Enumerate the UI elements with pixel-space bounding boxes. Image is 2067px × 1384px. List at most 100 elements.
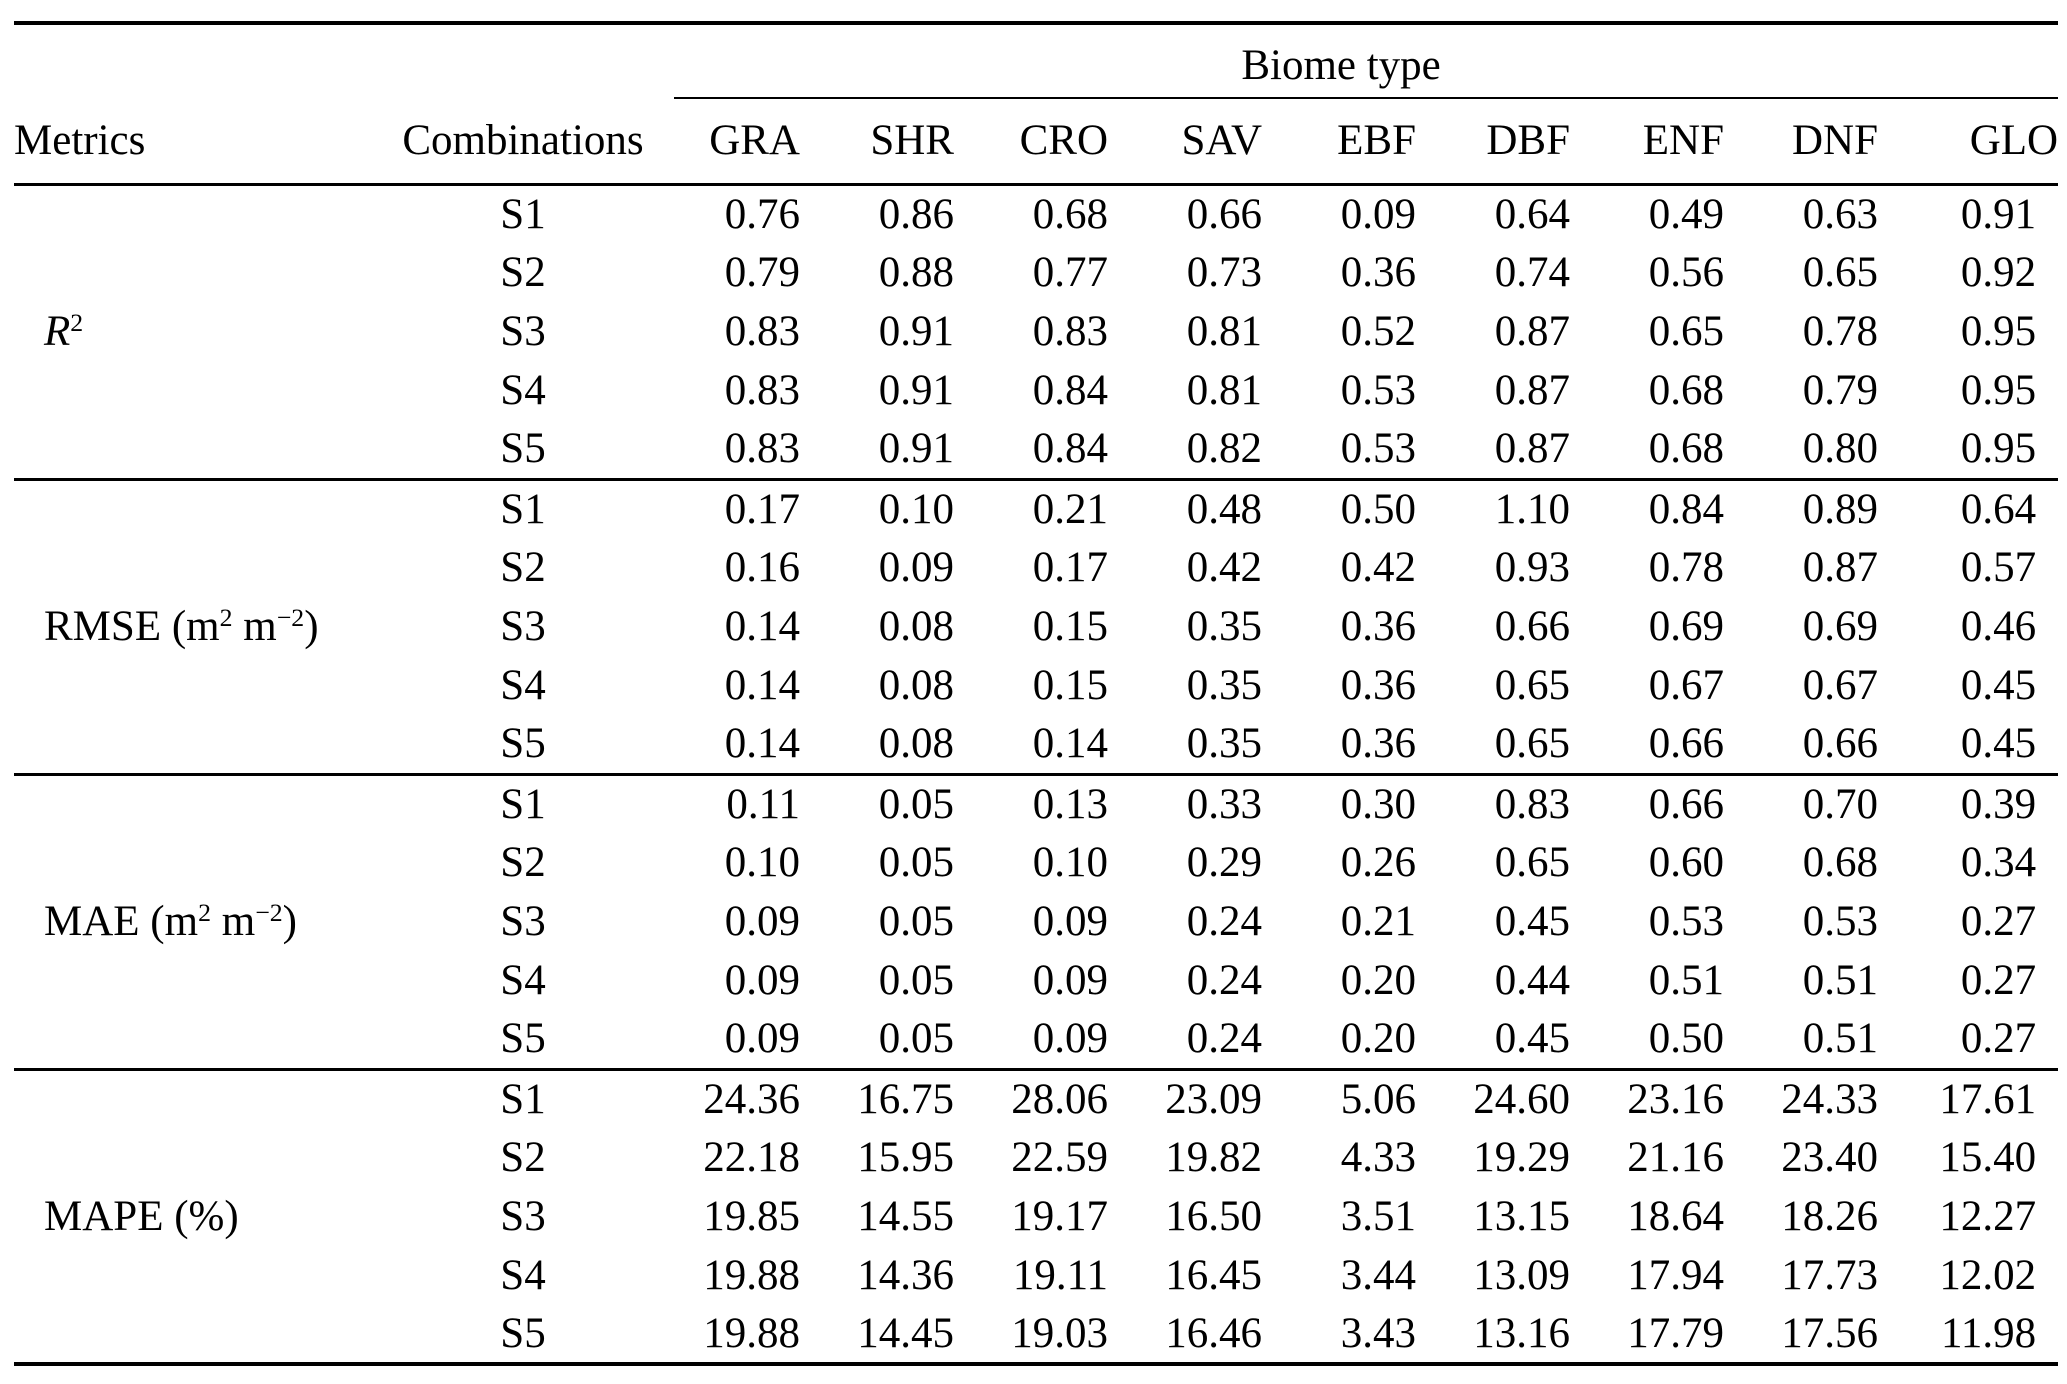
value-mae-s3-ebf: 0.21 bbox=[1340, 898, 1416, 945]
value-mae-s3-cro: 0.09 bbox=[1032, 898, 1108, 945]
value-rmse-s3-sav: 0.35 bbox=[1186, 603, 1262, 650]
value-mae-s4-glo: 0.27 bbox=[1960, 957, 2037, 1004]
data-row-mae-s2: S2 0.10 0.05 0.10 0.29 0.26 0.65 0.60 0.68 0.34 bbox=[14, 833, 2058, 892]
data-row-rmse-s1: RMSE (m2 m−2) S1 0.17 0.10 0.21 0.48 0.50 1.10 0… bbox=[14, 479, 2058, 776]
value-r2-s5-cro: 0.84 bbox=[954, 420, 1108, 481]
table-body: R2 S1 0.76 0.86 0.68 0.66 0.09 0.64 0.49 0.63 0.91… bbox=[14, 184, 2059, 1366]
combination-label-rmse-s2: S2 bbox=[500, 544, 546, 591]
value-mape-s5-enf: 17.79 bbox=[1570, 1305, 1724, 1366]
value-rmse-s1-sav: 0.48 bbox=[1186, 485, 1262, 533]
data-row-rmse-s2: S2 0.16 0.09 0.17 0.42 0.42 0.93 0.78 0.87 0.57 bbox=[14, 538, 2058, 597]
value-r2-s3-cro: 0.83 bbox=[1032, 308, 1108, 355]
value-mape-s2-glo: 15.40 bbox=[1939, 1134, 2037, 1181]
value-mape-s5-cro: 19.03 bbox=[954, 1305, 1108, 1366]
value-r2-s4-sav: 0.81 bbox=[1186, 367, 1262, 414]
value-mape-s2-shr: 15.95 bbox=[857, 1134, 954, 1181]
value-r2-s2-ebf: 0.36 bbox=[1340, 249, 1416, 296]
data-row-mae-s1: MAE (m2 m−2) S1 0.11 0.05 0.13 0.33 0.30 0.83 0.… bbox=[14, 774, 2058, 1071]
value-mape-s5-ebf: 3.43 bbox=[1262, 1305, 1416, 1366]
data-row-mae-s5: S5 0.09 0.05 0.09 0.24 0.20 0.45 0.50 0.51 0.27 bbox=[14, 1010, 2059, 1071]
data-row-mae-s3: S3 0.09 0.05 0.09 0.24 0.21 0.45 0.53 0.53 0.27 bbox=[14, 892, 2058, 951]
column-header-ebf: EBF bbox=[1262, 99, 1416, 186]
metric-label-part: 2 bbox=[198, 897, 211, 927]
value-r2-s4-dbf: 0.87 bbox=[1494, 367, 1570, 414]
value-mape-s5-dbf: 13.16 bbox=[1416, 1305, 1570, 1366]
value-rmse-s2-cro: 0.17 bbox=[1032, 544, 1108, 591]
value-mae-s5-cro: 0.09 bbox=[954, 1010, 1108, 1071]
value-mae-s3-gra: 0.09 bbox=[724, 898, 800, 945]
data-row-r2-s1: R2 S1 0.76 0.86 0.68 0.66 0.09 0.64 0.49 0.63 0.91 bbox=[14, 184, 2058, 481]
value-mae-s5-sav: 0.24 bbox=[1108, 1010, 1262, 1071]
column-header-sav: SAV bbox=[1108, 99, 1262, 186]
data-row-r2-s5: S5 0.83 0.91 0.84 0.82 0.53 0.87 0.68 0.80 0.95 bbox=[14, 420, 2059, 481]
combination-label-rmse-s3: S3 bbox=[500, 603, 546, 650]
data-row-mape-s5: S5 19.88 14.45 19.03 16.46 3.43 13.16 17.79 17.5… bbox=[14, 1305, 2059, 1366]
value-rmse-s5-cro: 0.14 bbox=[954, 715, 1108, 776]
value-mape-s5-glo: 11.98 bbox=[1878, 1305, 2059, 1366]
combination-label-r2-s2: S2 bbox=[500, 249, 546, 296]
value-r2-s4-enf: 0.68 bbox=[1648, 367, 1724, 414]
value-rmse-s4-gra: 0.14 bbox=[724, 662, 800, 709]
column-header-gra: GRA bbox=[646, 99, 800, 186]
column-header-dbf: DBF bbox=[1416, 99, 1570, 186]
column-header-dnf: DNF bbox=[1724, 99, 1878, 186]
biome-type-group-header: Biome type bbox=[646, 23, 2059, 99]
value-mape-s2-gra: 22.18 bbox=[703, 1134, 800, 1181]
value-rmse-s4-dbf: 0.65 bbox=[1494, 662, 1570, 709]
column-header-row: Metrics Combinations GRA SHR CRO SAV EBF DBF E… bbox=[14, 99, 2059, 186]
value-mape-s1-dnf: 24.33 bbox=[1781, 1075, 1878, 1123]
value-mae-s2-cro: 0.10 bbox=[1032, 839, 1108, 886]
combination-label-mae-s3: S3 bbox=[500, 898, 546, 945]
value-rmse-s2-gra: 0.16 bbox=[724, 544, 800, 591]
value-mape-s4-ebf: 3.44 bbox=[1340, 1252, 1416, 1299]
value-rmse-s5-ebf: 0.36 bbox=[1262, 715, 1416, 776]
value-mae-s5-dbf: 0.45 bbox=[1416, 1010, 1570, 1071]
value-r2-s4-dnf: 0.79 bbox=[1802, 367, 1878, 414]
value-rmse-s5-dnf: 0.66 bbox=[1724, 715, 1878, 776]
value-mape-s3-glo: 12.27 bbox=[1939, 1193, 2037, 1240]
value-rmse-s3-glo: 0.46 bbox=[1960, 603, 2037, 650]
value-mae-s2-ebf: 0.26 bbox=[1340, 839, 1416, 886]
value-rmse-s4-cro: 0.15 bbox=[1032, 662, 1108, 709]
value-mae-s2-shr: 0.05 bbox=[878, 839, 954, 886]
metric-label-part: −2 bbox=[255, 897, 283, 927]
value-r2-s5-sav: 0.82 bbox=[1108, 420, 1262, 481]
biome-metrics-table: Biome type Metrics Combinations GRA SHR CR… bbox=[14, 21, 2059, 1366]
value-r2-s5-ebf: 0.53 bbox=[1262, 420, 1416, 481]
value-rmse-s3-shr: 0.08 bbox=[878, 603, 954, 650]
value-mae-s2-enf: 0.60 bbox=[1648, 839, 1724, 886]
value-rmse-s3-gra: 0.14 bbox=[724, 603, 800, 650]
value-mape-s2-dbf: 19.29 bbox=[1473, 1134, 1570, 1181]
value-mape-s3-sav: 16.50 bbox=[1165, 1193, 1262, 1240]
value-rmse-s5-shr: 0.08 bbox=[800, 715, 954, 776]
value-mae-s2-glo: 0.34 bbox=[1960, 839, 2037, 886]
value-mae-s5-enf: 0.50 bbox=[1570, 1010, 1724, 1071]
value-rmse-s2-shr: 0.09 bbox=[878, 544, 954, 591]
value-mae-s3-shr: 0.05 bbox=[878, 898, 954, 945]
value-rmse-s4-ebf: 0.36 bbox=[1340, 662, 1416, 709]
value-rmse-s4-glo: 0.45 bbox=[1960, 662, 2037, 709]
value-mae-s4-cro: 0.09 bbox=[1032, 957, 1108, 1004]
value-r2-s1-enf: 0.49 bbox=[1648, 190, 1724, 238]
value-rmse-s1-shr: 0.10 bbox=[878, 485, 954, 533]
value-mae-s1-ebf: 0.30 bbox=[1340, 780, 1416, 828]
combination-label-r2-s3: S3 bbox=[500, 308, 546, 355]
value-rmse-s1-cro: 0.21 bbox=[1032, 485, 1108, 533]
value-mape-s1-ebf: 5.06 bbox=[1340, 1075, 1416, 1123]
value-r2-s5-glo: 0.95 bbox=[1878, 420, 2059, 481]
value-rmse-s2-glo: 0.57 bbox=[1960, 544, 2037, 591]
combination-label-r2-s4: S4 bbox=[500, 367, 546, 414]
value-mae-s3-glo: 0.27 bbox=[1960, 898, 2037, 945]
combination-label-rmse-s1: S1 bbox=[500, 485, 546, 533]
metric-label-part: ) bbox=[282, 898, 297, 945]
value-r2-s2-glo: 0.92 bbox=[1960, 249, 2037, 296]
value-rmse-s3-cro: 0.15 bbox=[1032, 603, 1108, 650]
value-r2-s2-shr: 0.88 bbox=[878, 249, 954, 296]
metric-label-rmse: RMSE (m2 m−2) bbox=[14, 479, 400, 776]
value-r2-s3-dbf: 0.87 bbox=[1494, 308, 1570, 355]
value-r2-s5-dnf: 0.80 bbox=[1724, 420, 1878, 481]
value-mape-s5-dnf: 17.56 bbox=[1724, 1305, 1878, 1366]
value-mape-s2-cro: 22.59 bbox=[1011, 1134, 1108, 1181]
value-r2-s1-cro: 0.68 bbox=[1032, 190, 1108, 238]
combination-label-r2-s1: S1 bbox=[500, 190, 546, 238]
